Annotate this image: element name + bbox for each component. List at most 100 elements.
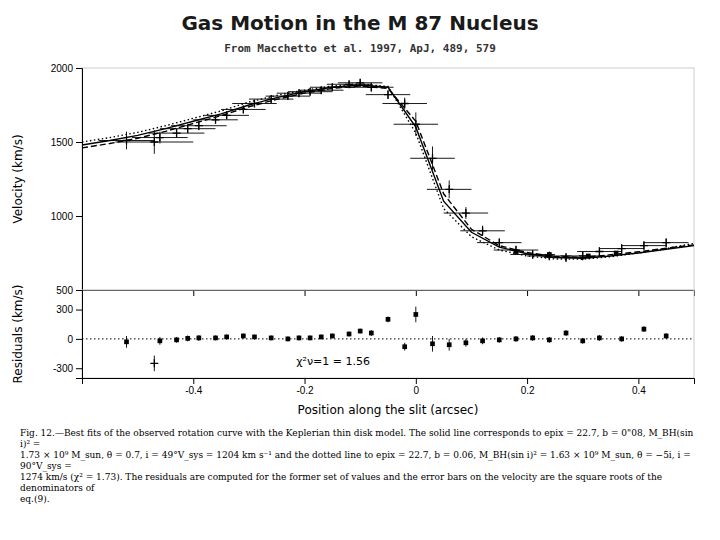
x-axis-line [83, 291, 695, 297]
point-plus [306, 88, 314, 96]
point-square [174, 338, 179, 343]
y-tick: -300 [53, 363, 82, 374]
caption-line: denominators of [20, 483, 95, 493]
point-square [614, 251, 619, 256]
point-square [124, 339, 129, 344]
x-tick-mark [193, 290, 194, 296]
point-plus [529, 250, 537, 258]
title: Gas Motion in the M 87 Nucleus [181, 11, 538, 35]
point-square [430, 341, 435, 346]
point-plus [317, 86, 325, 94]
point-square [514, 249, 519, 254]
x-tick: 0.2 [521, 378, 535, 396]
point-plus [618, 245, 626, 253]
point-plus [479, 227, 487, 235]
curve [82, 86, 694, 257]
caption-line: i)² = [20, 439, 40, 449]
point-plus [595, 248, 603, 256]
y-tick: 2000 [51, 63, 82, 74]
point-plus [579, 252, 587, 260]
y-tick-mark [76, 216, 82, 217]
point-plus [662, 239, 670, 247]
y-tick: 1000 [51, 211, 82, 222]
point-plus [150, 359, 158, 367]
point-plus [640, 242, 648, 250]
x-tick [638, 290, 639, 296]
point-square [213, 336, 218, 341]
y-tick-label: 1000 [51, 211, 74, 222]
point-square [185, 336, 190, 341]
point-square [402, 344, 407, 349]
point-square [597, 336, 602, 341]
point-plus [401, 100, 409, 108]
point-plus [123, 137, 131, 145]
y-tick-mark [76, 142, 82, 143]
point-plus [156, 134, 164, 142]
x-tick-label: -0.2 [296, 385, 314, 396]
y-axis: 500 1000 1500 2000 [51, 63, 83, 296]
point-square [286, 337, 291, 342]
point-plus [223, 111, 231, 119]
point-square [664, 334, 669, 339]
x-axis [83, 290, 695, 296]
point-square [547, 252, 552, 257]
point-square [464, 340, 469, 345]
x-tick: -0.2 [296, 378, 314, 396]
point-plus [295, 89, 303, 97]
point-square [330, 334, 335, 339]
point-plus [345, 80, 353, 88]
y-tick-label: 0 [67, 334, 73, 345]
x-tick-mark [416, 290, 417, 296]
point-plus [284, 92, 292, 100]
point-square [497, 338, 502, 343]
y-axis-line [76, 69, 83, 291]
y-tick-mark [76, 339, 82, 340]
x-axis-title: Position along the slit (arcsec) [298, 403, 479, 417]
x-tick-mark [527, 290, 528, 296]
point-plus [173, 129, 181, 137]
point-plus [412, 120, 420, 128]
x-axis-line [83, 379, 695, 385]
x-tick-mark [638, 378, 639, 384]
x-tick [416, 290, 417, 296]
x-tick-mark [416, 378, 417, 384]
point-plus [184, 125, 192, 133]
y-tick-label: 1500 [51, 137, 74, 148]
curve [82, 84, 694, 259]
point-plus [445, 185, 453, 193]
point-square [224, 335, 229, 340]
point-plus [250, 100, 258, 108]
point-plus [328, 83, 336, 91]
x-tick: -0.4 [185, 378, 203, 396]
y-axis-title: Velocity (km/s) [11, 134, 25, 223]
point-plus [150, 138, 158, 146]
point-plus [239, 105, 247, 113]
point-square [547, 338, 552, 343]
point-plus [512, 246, 520, 254]
point-square [308, 336, 313, 341]
point-plus [462, 209, 470, 217]
point-square [269, 336, 274, 341]
y-axis: -3000300 [53, 291, 83, 379]
caption: Fig. 12.—Best fits of the observed rotat… [20, 428, 694, 504]
point-square [514, 337, 519, 342]
point-plus [195, 122, 203, 130]
x-tick-mark [527, 378, 528, 384]
point-square [158, 338, 163, 343]
point-square [386, 317, 391, 322]
y-tick-label: -300 [53, 363, 73, 374]
point-plus [429, 154, 437, 162]
y-tick-mark [76, 368, 82, 369]
point-square [319, 335, 324, 340]
y-tick-label: 500 [56, 285, 73, 296]
y-axis-title: Residuals (km/s) [11, 284, 25, 383]
point-plus [495, 239, 503, 247]
x-tick: 0.4 [632, 378, 646, 396]
point-square [619, 337, 624, 342]
x-tick-label: -0.4 [185, 385, 203, 396]
point-plus [356, 79, 364, 87]
y-tick-label: 2000 [51, 63, 74, 74]
y-tick: 0 [67, 334, 82, 345]
point-square [447, 342, 452, 347]
plot-area [82, 307, 694, 372]
